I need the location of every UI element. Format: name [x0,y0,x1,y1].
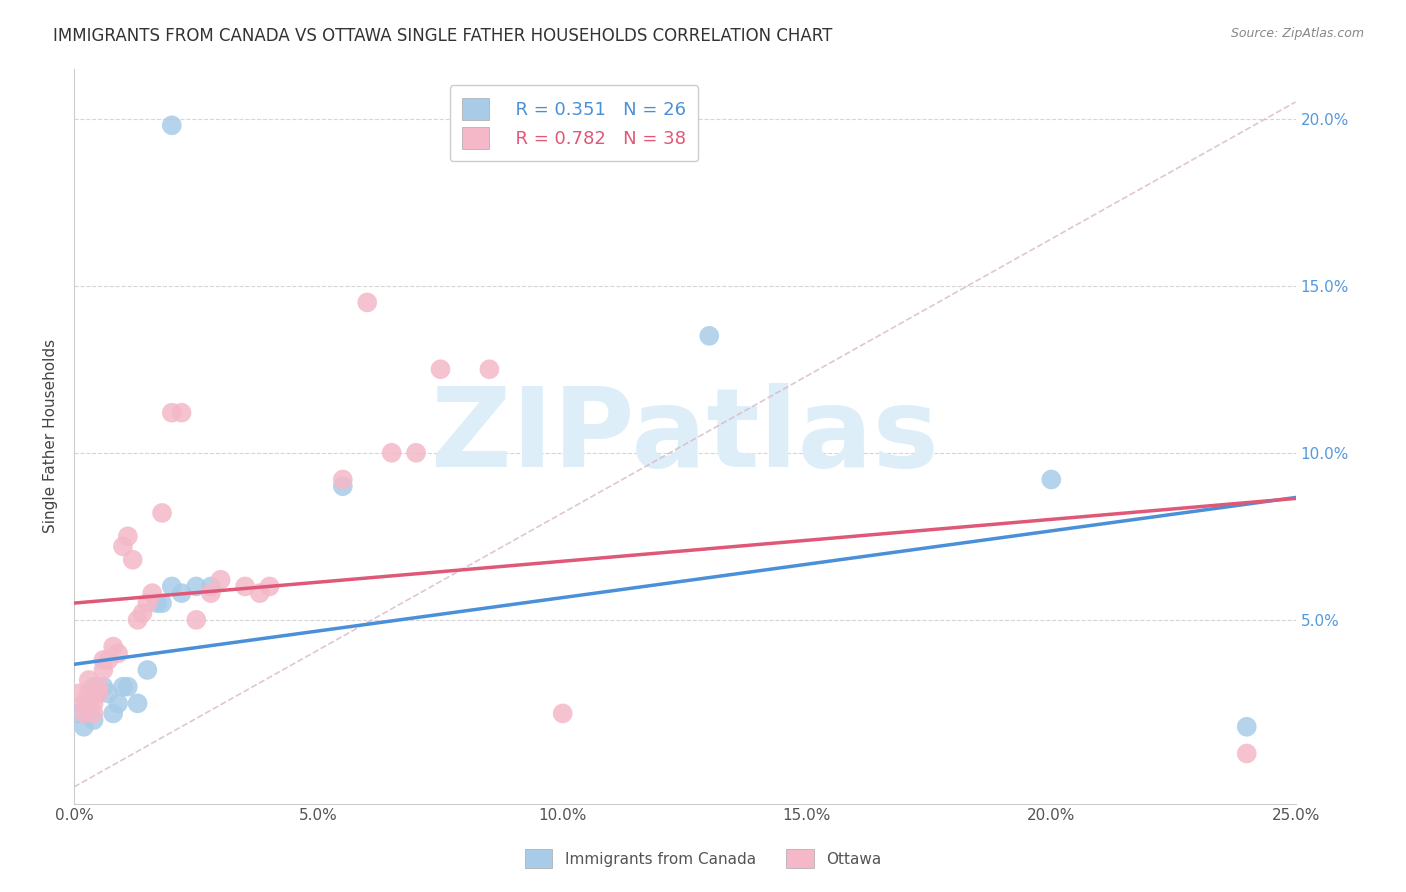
Point [697,328,720,343]
Text: Source: ZipAtlas.com: Source: ZipAtlas.com [1230,27,1364,40]
Point [101,640,124,654]
Point [429,362,451,376]
Point [186,579,208,593]
Legend:   R = 0.351   N = 26,   R = 0.782   N = 38: R = 0.351 N = 26, R = 0.782 N = 38 [450,85,699,161]
Point [101,706,124,721]
Point [77,697,100,711]
Point [478,362,501,376]
Text: IMMIGRANTS FROM CANADA VS OTTAWA SINGLE FATHER HOUSEHOLDS CORRELATION CHART: IMMIGRANTS FROM CANADA VS OTTAWA SINGLE … [53,27,832,45]
Point [150,506,173,520]
Point [381,446,404,460]
Point [233,579,256,593]
Point [405,446,427,460]
Point [83,706,105,721]
Point [131,606,153,620]
Point [1236,747,1258,761]
Point [93,653,115,667]
Point [73,720,96,734]
Point [73,697,96,711]
Point [146,596,169,610]
Point [87,686,110,700]
Point [67,706,90,721]
Point [73,706,96,721]
Point [83,697,105,711]
Point [136,596,159,610]
Y-axis label: Single Father Households: Single Father Households [44,339,58,533]
Point [97,653,120,667]
Point [1236,720,1258,734]
Point [170,586,193,600]
Point [67,686,90,700]
Point [170,406,193,420]
Point [200,579,222,593]
Point [97,686,120,700]
Point [107,697,129,711]
Point [332,473,354,487]
Point [551,706,574,721]
Point [111,680,134,694]
Point [200,586,222,600]
Text: ZIPatlas: ZIPatlas [432,383,939,490]
Point [83,680,105,694]
Point [150,596,173,610]
Point [356,295,378,310]
Point [186,613,208,627]
Point [332,479,354,493]
Point [127,613,149,627]
Point [107,646,129,660]
Legend: Immigrants from Canada, Ottawa: Immigrants from Canada, Ottawa [517,841,889,875]
Point [249,586,271,600]
Point [87,680,110,694]
Point [93,663,115,677]
Point [136,663,159,677]
Point [83,713,105,727]
Point [259,579,281,593]
Point [77,673,100,687]
Point [160,118,183,132]
Point [111,539,134,553]
Point [93,680,115,694]
Point [117,680,139,694]
Point [127,697,149,711]
Point [87,686,110,700]
Point [141,586,163,600]
Point [121,552,143,566]
Point [209,573,232,587]
Point [77,686,100,700]
Point [160,406,183,420]
Point [1040,473,1063,487]
Point [160,579,183,593]
Point [117,529,139,543]
